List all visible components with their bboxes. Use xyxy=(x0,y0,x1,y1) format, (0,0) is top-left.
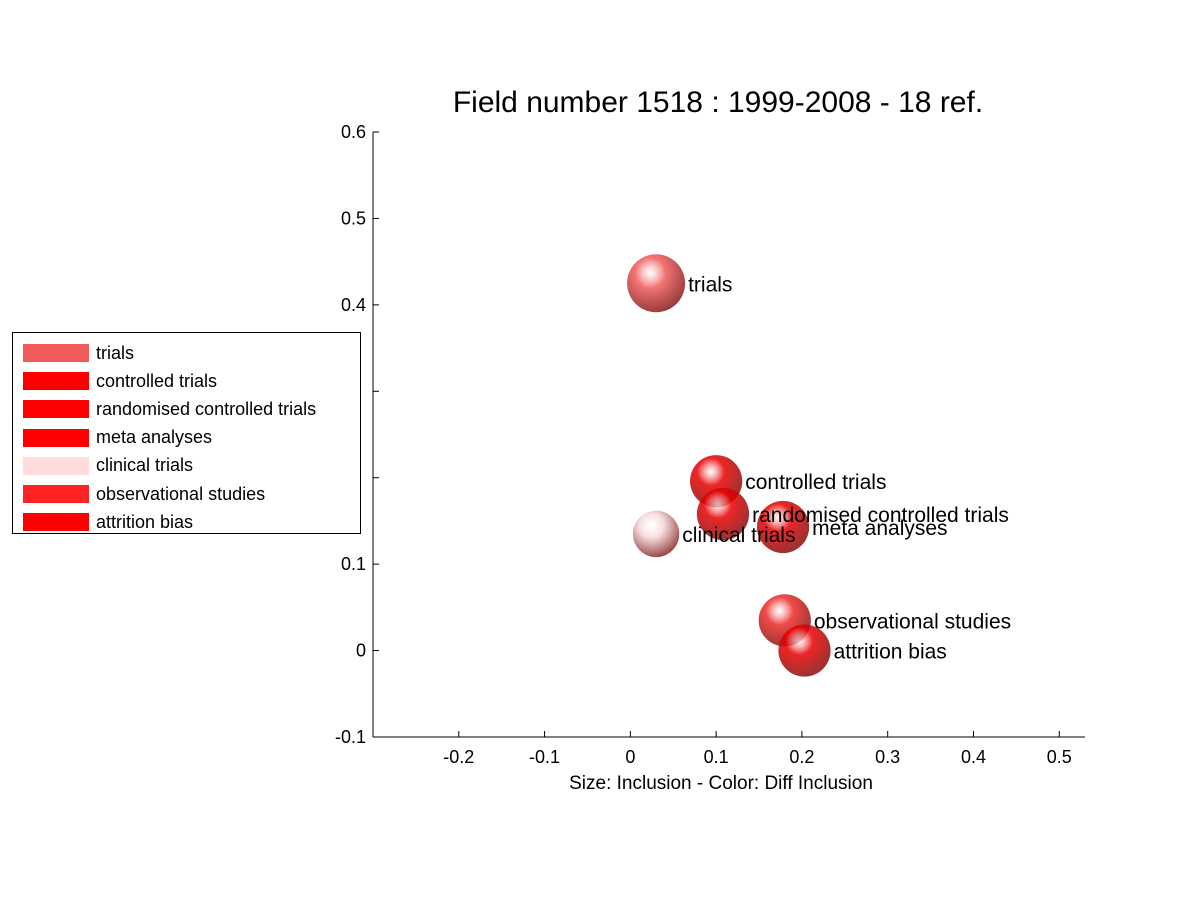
legend-entry: observational studies xyxy=(13,480,360,508)
legend-label: trials xyxy=(96,342,135,363)
point-label: meta analyses xyxy=(812,517,947,540)
point-label: clinical trials xyxy=(682,524,795,547)
legend-label: attrition bias xyxy=(96,511,194,532)
legend-swatch xyxy=(23,400,89,419)
legend-entry: meta analyses xyxy=(13,424,360,452)
y-tick-label: 0.6 xyxy=(341,122,366,142)
chart-title: Field number 1518 : 1999-2008 - 18 ref. xyxy=(453,86,983,119)
point-labels: trials controlled trials randomised contro… xyxy=(682,273,1011,663)
y-tick-label: 0.5 xyxy=(341,208,366,228)
y-tick-label: 0.4 xyxy=(341,295,366,315)
data-points xyxy=(627,254,831,677)
legend-swatch xyxy=(23,485,89,504)
legend-entry: controlled trials xyxy=(13,367,360,395)
legend-entry: randomised controlled trials xyxy=(13,395,360,423)
point-label: observational studies xyxy=(814,610,1011,633)
x-tick-label: 0.5 xyxy=(1047,747,1072,767)
point-label: randomised controlled trials xyxy=(752,504,1009,527)
legend-label: randomised controlled trials xyxy=(96,398,317,419)
legend-entry: attrition bias xyxy=(13,508,360,536)
x-axis-label: Size: Inclusion - Color: Diff Inclusion xyxy=(569,773,873,794)
data-point xyxy=(778,624,831,677)
y-tick-label: 0.1 xyxy=(341,554,366,574)
x-tick-label: -0.2 xyxy=(443,747,474,767)
point-label: controlled trials xyxy=(745,471,886,494)
data-point xyxy=(632,510,680,558)
legend-swatch xyxy=(23,456,89,475)
legend-swatch xyxy=(23,372,89,391)
x-tick-label: 0 xyxy=(625,747,635,767)
y-tick-label: 0 xyxy=(356,641,366,661)
y-tick-label: -0.1 xyxy=(335,727,366,747)
data-point xyxy=(627,254,686,313)
data-point xyxy=(696,487,750,541)
axes: -0.2 -0.1 0 0.1 0.2 0.3 0.4 0.5 -0.1 0 0.1 0.4 0.5 0.… xyxy=(335,122,1085,767)
legend-entry: trials xyxy=(13,339,360,367)
legend-swatch xyxy=(23,428,89,447)
legend-label: observational studies xyxy=(96,483,266,504)
point-label: attrition bias xyxy=(834,641,947,664)
point-label: trials xyxy=(688,273,732,296)
legend-entry: clinical trials xyxy=(13,452,360,480)
x-tick-label: 0.4 xyxy=(961,747,986,767)
legend-label: clinical trials xyxy=(96,455,194,476)
legend: trials controlled trials randomised contro… xyxy=(12,332,361,534)
x-tick-label: 0.2 xyxy=(789,747,814,767)
legend-label: meta analyses xyxy=(96,427,213,448)
data-point xyxy=(756,500,810,554)
x-tick-label: 0.1 xyxy=(704,747,729,767)
legend-swatch xyxy=(23,344,89,363)
legend-swatch xyxy=(23,513,89,532)
x-tick-label: 0.3 xyxy=(875,747,900,767)
x-tick-label: -0.1 xyxy=(529,747,560,767)
legend-label: controlled trials xyxy=(96,370,218,391)
